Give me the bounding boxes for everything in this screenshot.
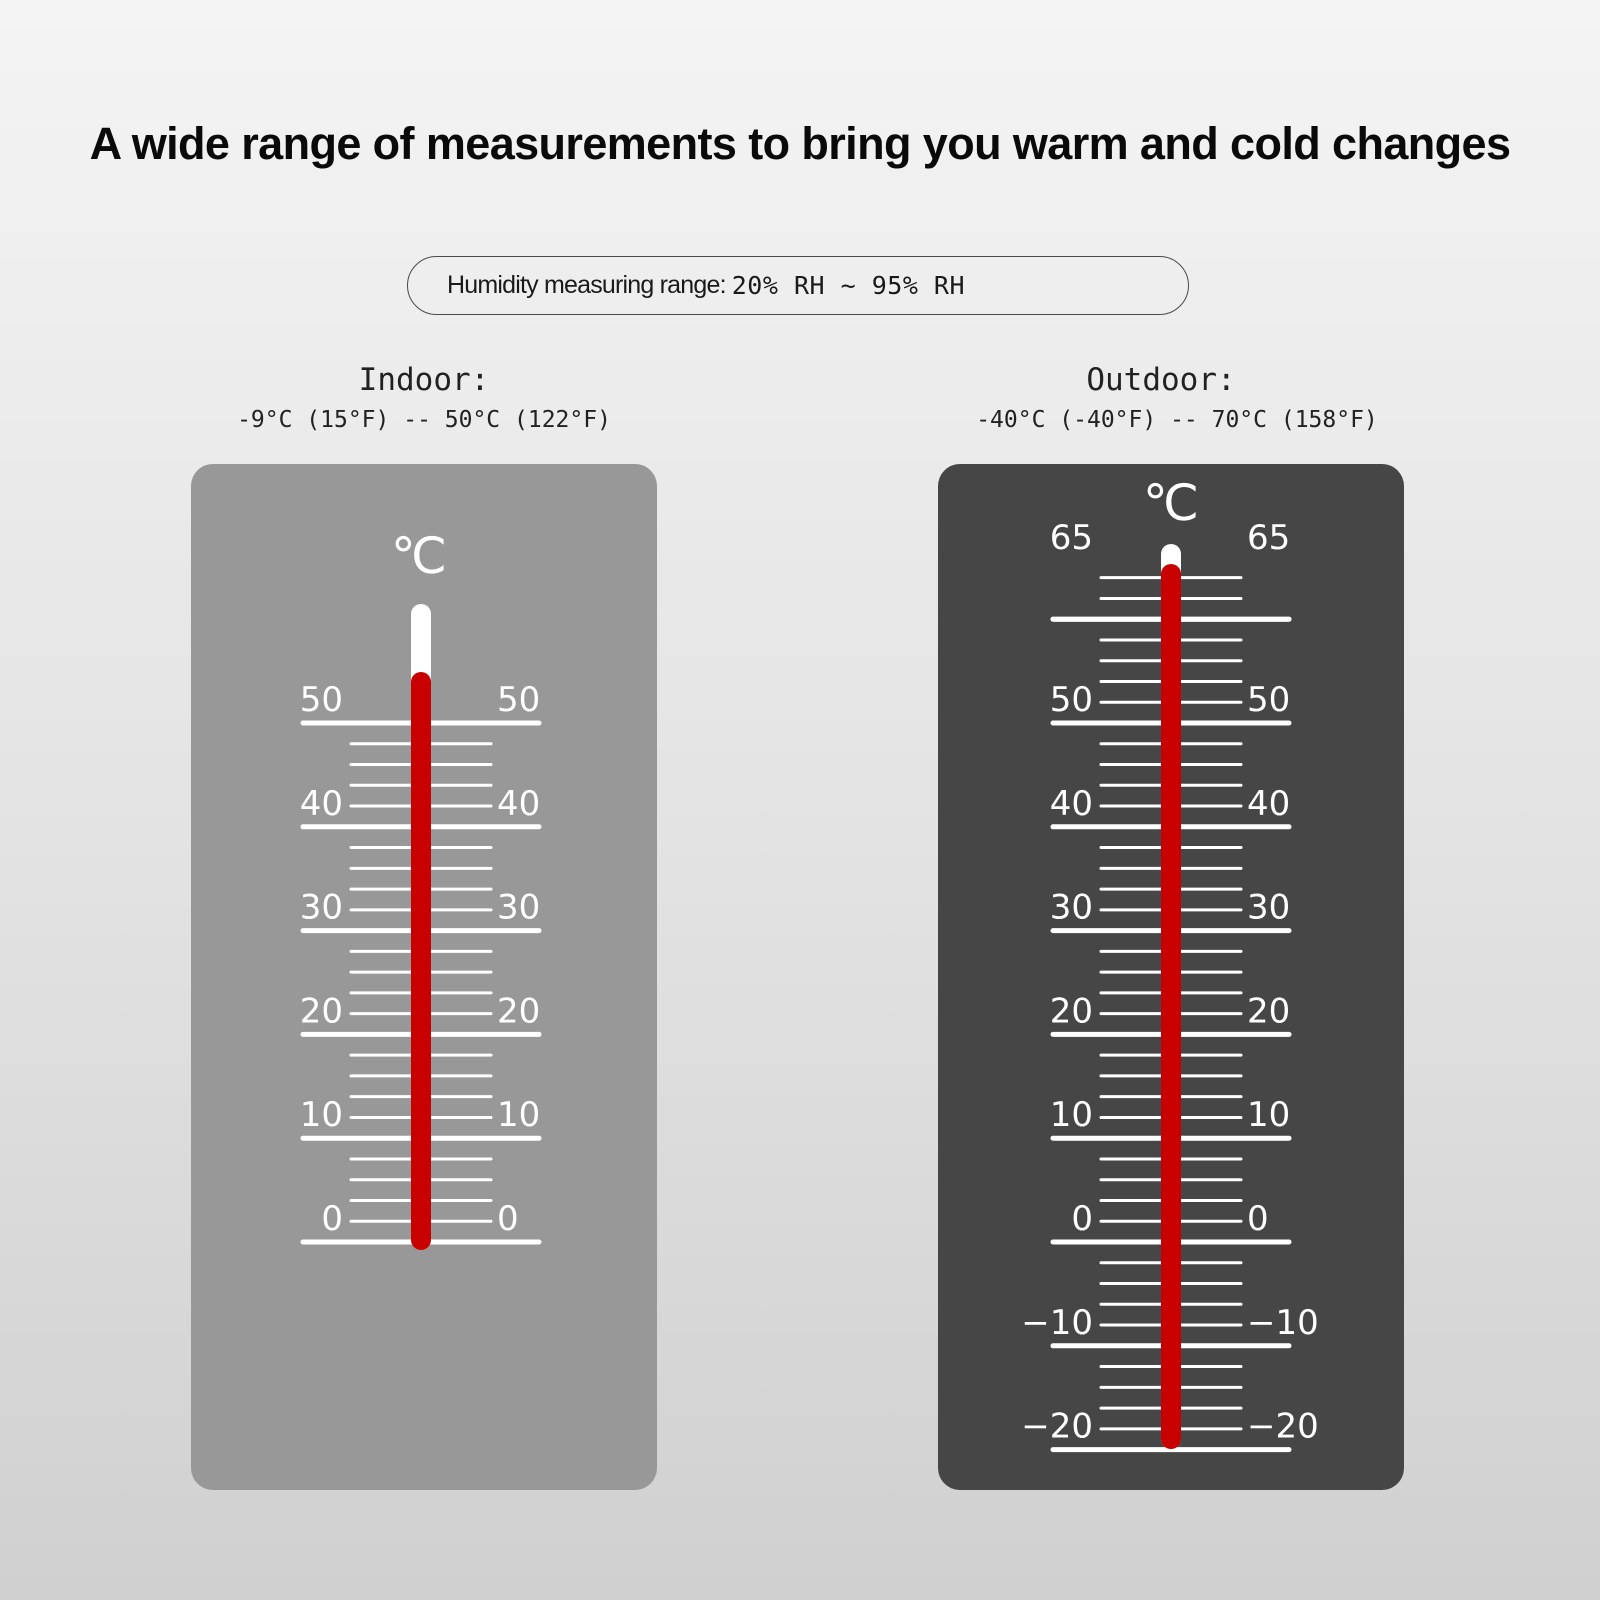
humidity-range-badge: Humidity measuring range: 20% RH ~ 95% R… bbox=[407, 256, 1189, 315]
outdoor-scale-label: −20 bbox=[1247, 1407, 1319, 1447]
outdoor-scale-label: 10 bbox=[1050, 1095, 1093, 1135]
outdoor-scale-label: 50 bbox=[1050, 680, 1093, 720]
outdoor-scale-label: −10 bbox=[1247, 1303, 1319, 1343]
outdoor-scale-label: −10 bbox=[1021, 1303, 1093, 1343]
indoor-unit-label: ℃ bbox=[391, 527, 447, 585]
outdoor-scale-label: 10 bbox=[1247, 1095, 1290, 1135]
humidity-range-value: 20% RH ~ 95% RH bbox=[731, 271, 966, 300]
indoor-scale-label: 20 bbox=[300, 991, 343, 1031]
outdoor-scale-label: 0 bbox=[1071, 1199, 1093, 1239]
outdoor-scale-label: 65 bbox=[1050, 518, 1093, 558]
outdoor-scale-label: 0 bbox=[1247, 1199, 1269, 1239]
headline: A wide range of measurements to bring yo… bbox=[89, 118, 1511, 169]
outdoor-scale-label: 50 bbox=[1247, 680, 1290, 720]
indoor-scale-label: 50 bbox=[300, 680, 343, 720]
outdoor-scale-label: 20 bbox=[1247, 991, 1290, 1031]
outdoor-unit-label: ℃ bbox=[1143, 474, 1199, 532]
indoor-scale-label: 0 bbox=[497, 1199, 519, 1239]
outdoor-thermometer: 65 65 50 50 40 40 30 30 20 20 10 10 0 0 −10 −10 −20 −20 ℃ bbox=[1021, 474, 1319, 1453]
outdoor-range: -40°C (-40°F) -- 70°C (158°F) bbox=[976, 407, 1378, 433]
indoor-thermometer-panel: 50 50 40 40 30 30 20 20 10 10 0 0 ℃ bbox=[191, 464, 657, 1490]
outdoor-title: Outdoor: bbox=[1086, 362, 1236, 398]
outdoor-scale-label: 30 bbox=[1050, 888, 1093, 928]
indoor-scale-label: 30 bbox=[497, 888, 540, 928]
outdoor-scale-label: 30 bbox=[1247, 888, 1290, 928]
indoor-scale-label: 40 bbox=[300, 784, 343, 824]
indoor-scale-label: 40 bbox=[497, 784, 540, 824]
outdoor-scale-label: 40 bbox=[1247, 784, 1290, 824]
indoor-scale-label: 10 bbox=[497, 1095, 540, 1135]
outdoor-scale-label: 20 bbox=[1050, 991, 1093, 1031]
indoor-scale-label: 30 bbox=[300, 888, 343, 928]
indoor-scale-label: 50 bbox=[497, 680, 540, 720]
indoor-scale-label: 0 bbox=[321, 1199, 343, 1239]
outdoor-scale-label: 40 bbox=[1050, 784, 1093, 824]
indoor-range: -9°C (15°F) -- 50°C (122°F) bbox=[237, 407, 611, 433]
indoor-scale-label: 10 bbox=[300, 1095, 343, 1135]
outdoor-scale-label: −20 bbox=[1021, 1407, 1093, 1447]
outdoor-thermometer-panel: 65 65 50 50 40 40 30 30 20 20 10 10 0 0 −10 −10 −20 −20 ℃ bbox=[938, 464, 1404, 1490]
humidity-range-label: Humidity measuring range: bbox=[447, 271, 727, 299]
indoor-title: Indoor: bbox=[358, 362, 490, 398]
indoor-scale-label: 20 bbox=[497, 991, 540, 1031]
indoor-thermometer: 50 50 40 40 30 30 20 20 10 10 0 0 ℃ bbox=[300, 527, 542, 1250]
outdoor-scale-label: 65 bbox=[1247, 518, 1290, 558]
